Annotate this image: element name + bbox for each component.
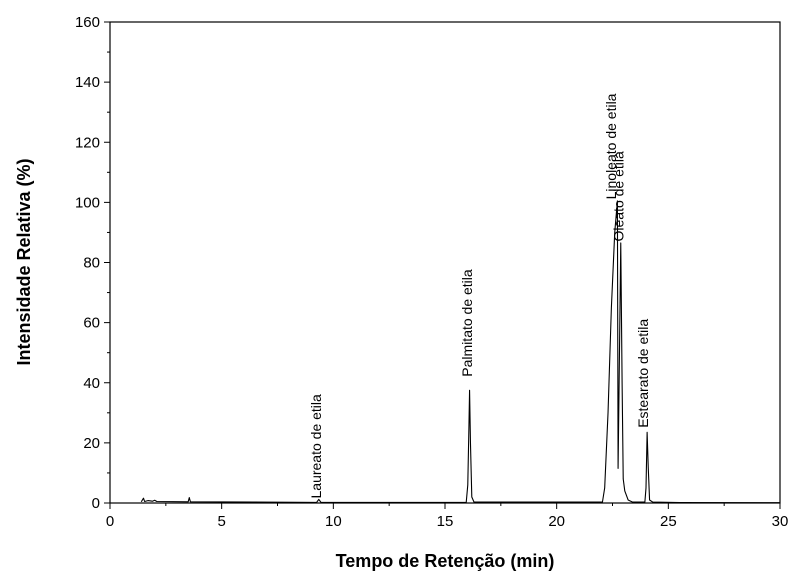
y-tick-label: 140 [75,74,100,91]
chromatogram-trace [140,200,781,504]
x-tick-label: 5 [217,513,225,530]
x-tick-label: 15 [437,513,454,530]
axis-ticks [104,21,781,509]
y-tick-label: 0 [92,495,100,512]
peak-label-4: Estearato de etila [635,319,651,428]
y-tick-label: 120 [75,134,100,151]
peak-label-1: Palmitato de etila [459,269,475,377]
x-tick-label: 0 [106,513,114,530]
peak-label-2: Linoleato de etila [603,93,619,199]
y-axis-title: Intensidade Relativa (%) [14,158,34,365]
x-tick-label: 20 [548,513,565,530]
peak-annotations: Laureato de etila Palmitato de etila Linol… [308,93,651,498]
y-tick-label: 100 [75,194,100,211]
y-tick-label: 160 [75,14,100,31]
x-tick-label: 10 [325,513,342,530]
x-tick-label: 25 [660,513,677,530]
y-tick-label: 20 [83,435,100,452]
x-axis-title: Tempo de Retenção (min) [336,551,555,571]
y-tick-label: 80 [83,255,100,272]
peak-label-3: Oleato de etila [611,151,627,241]
x-tick-label: 30 [772,513,789,530]
peak-label-0: Laureato de etila [308,394,324,499]
plot-frame [109,21,781,504]
axis-tick-labels: 0 5 10 15 20 25 30 0 20 40 60 80 100 120 140 160 [75,14,788,530]
y-tick-label: 40 [83,375,100,392]
y-tick-label: 60 [83,315,100,332]
